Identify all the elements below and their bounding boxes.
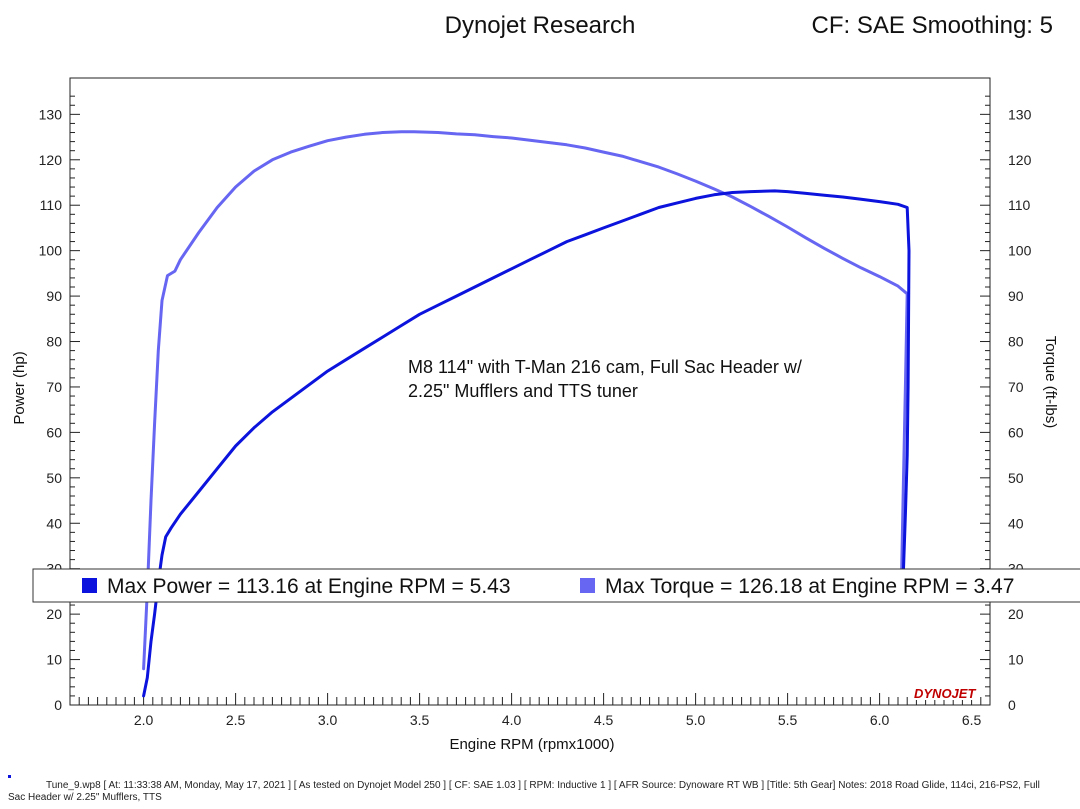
x-tick-label: 6.5 bbox=[962, 712, 982, 728]
legend-label-power: Max Power = 113.16 at Engine RPM = 5.43 bbox=[107, 575, 511, 598]
annotation-line-1: M8 114" with T-Man 216 cam, Full Sac Hea… bbox=[408, 357, 802, 377]
y-tick-label: 0 bbox=[54, 697, 62, 713]
legend-swatch-power bbox=[82, 578, 97, 593]
y-tick-label: 10 bbox=[46, 652, 62, 668]
y-tick-label: 40 bbox=[46, 515, 62, 531]
y-tick-label: 110 bbox=[40, 197, 63, 213]
y-tick-label: 20 bbox=[46, 606, 62, 622]
x-tick-label: 2.0 bbox=[134, 712, 154, 728]
y2-tick-label: 0 bbox=[1008, 697, 1016, 713]
y2-tick-label: 100 bbox=[1008, 243, 1032, 259]
y2-tick-label: 20 bbox=[1008, 606, 1024, 622]
x-tick-label: 2.5 bbox=[226, 712, 246, 728]
series-layer bbox=[142, 130, 911, 698]
y2-tick-label: 70 bbox=[1008, 379, 1024, 395]
legend-swatch-torque bbox=[580, 578, 595, 593]
y2-tick-label: 50 bbox=[1008, 470, 1024, 486]
y2-tick-label: 40 bbox=[1008, 515, 1024, 531]
chart-settings: CF: SAE Smoothing: 5 bbox=[812, 12, 1053, 39]
y-tick-label: 100 bbox=[39, 243, 63, 259]
y2-tick-label: 130 bbox=[1008, 106, 1032, 122]
y-tick-label: 120 bbox=[39, 152, 63, 168]
y-tick-label: 80 bbox=[46, 334, 62, 350]
y-axis-title: Power (hp) bbox=[11, 351, 28, 424]
x-tick-label: 5.0 bbox=[686, 712, 706, 728]
y2-tick-label: 110 bbox=[1008, 197, 1031, 213]
annotation-line-2: 2.25" Mufflers and TTS tuner bbox=[408, 381, 638, 401]
footer-line-2: Sac Header w/ 2.25" Mufflers, TTS bbox=[8, 792, 162, 803]
y-tick-label: 60 bbox=[46, 424, 62, 440]
x-tick-label: 6.0 bbox=[870, 712, 890, 728]
y2-tick-label: 60 bbox=[1008, 424, 1024, 440]
y2-tick-label: 10 bbox=[1008, 652, 1024, 668]
x-tick-label: 4.5 bbox=[594, 712, 614, 728]
y2-axis-title: Torque (ft-lbs) bbox=[1042, 336, 1059, 429]
y2-tick-label: 80 bbox=[1008, 334, 1024, 350]
x-tick-label: 3.0 bbox=[318, 712, 338, 728]
x-axis-title: Engine RPM (rpmx1000) bbox=[449, 736, 614, 753]
y-tick-label: 50 bbox=[46, 470, 62, 486]
dynojet-logo-bg bbox=[910, 684, 980, 700]
x-tick-label: 4.0 bbox=[502, 712, 522, 728]
footer-marker bbox=[8, 775, 11, 778]
axis-tick-labels: 2.02.53.03.54.04.55.05.56.06.50102030405… bbox=[39, 106, 1032, 728]
y-tick-label: 90 bbox=[46, 288, 62, 304]
dynojet-logo: DYNOJET bbox=[914, 686, 976, 701]
torque-line bbox=[142, 130, 909, 671]
legend-label-torque: Max Torque = 126.18 at Engine RPM = 3.47 bbox=[605, 575, 1014, 598]
y2-tick-label: 90 bbox=[1008, 288, 1024, 304]
y-tick-label: 130 bbox=[39, 106, 63, 122]
chart-title: Dynojet Research bbox=[445, 12, 636, 39]
y-tick-label: 70 bbox=[46, 379, 62, 395]
legend-box bbox=[32, 568, 1080, 603]
power-line bbox=[142, 189, 911, 698]
footer-line-1: Tune_9.wp8 [ At: 11:33:38 AM, Monday, Ma… bbox=[46, 780, 1040, 791]
x-tick-label: 3.5 bbox=[410, 712, 430, 728]
x-tick-label: 5.5 bbox=[778, 712, 798, 728]
y2-tick-label: 120 bbox=[1008, 152, 1032, 168]
